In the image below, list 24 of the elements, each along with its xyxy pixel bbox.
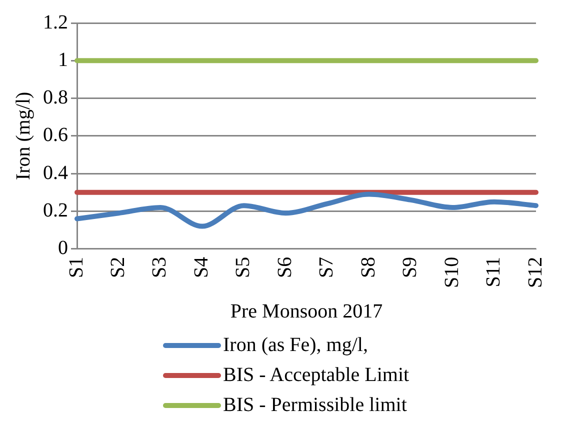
x-tick-label: S6 [274, 256, 296, 278]
x-tick-label: S5 [232, 256, 254, 278]
y-tick-label: 0.2 [43, 199, 68, 222]
x-tick-label: S4 [190, 256, 212, 278]
x-tick-label: S9 [399, 256, 422, 278]
x-tick-label: S2 [106, 256, 129, 278]
legend-label: BIS - Acceptable Limit [223, 363, 410, 388]
x-tick-label: S7 [316, 256, 338, 278]
y-tick-label: 1 [58, 48, 68, 71]
x-tick-label: S1 [65, 256, 88, 278]
x-tick-label: S8 [357, 256, 380, 278]
y-axis-title: Iron (mg/l) [12, 92, 34, 180]
x-tick-label: S10 [440, 256, 463, 288]
x-tick-label: S3 [148, 256, 171, 278]
legend-label: Iron (as Fe), mg/l, [223, 333, 368, 358]
y-tick-label: 0.4 [43, 162, 68, 184]
x-tick-label: S11 [482, 256, 505, 288]
x-axis-title: Pre Monsoon 2017 [230, 300, 383, 322]
y-tick-label: 1.2 [43, 11, 68, 34]
y-tick-label: 0 [58, 237, 68, 260]
y-tick-label: 0.6 [43, 124, 68, 146]
legend-label: BIS - Permissible limit [223, 393, 407, 418]
y-tick-label: 0.8 [43, 86, 68, 109]
x-tick-label: S12 [524, 256, 546, 288]
